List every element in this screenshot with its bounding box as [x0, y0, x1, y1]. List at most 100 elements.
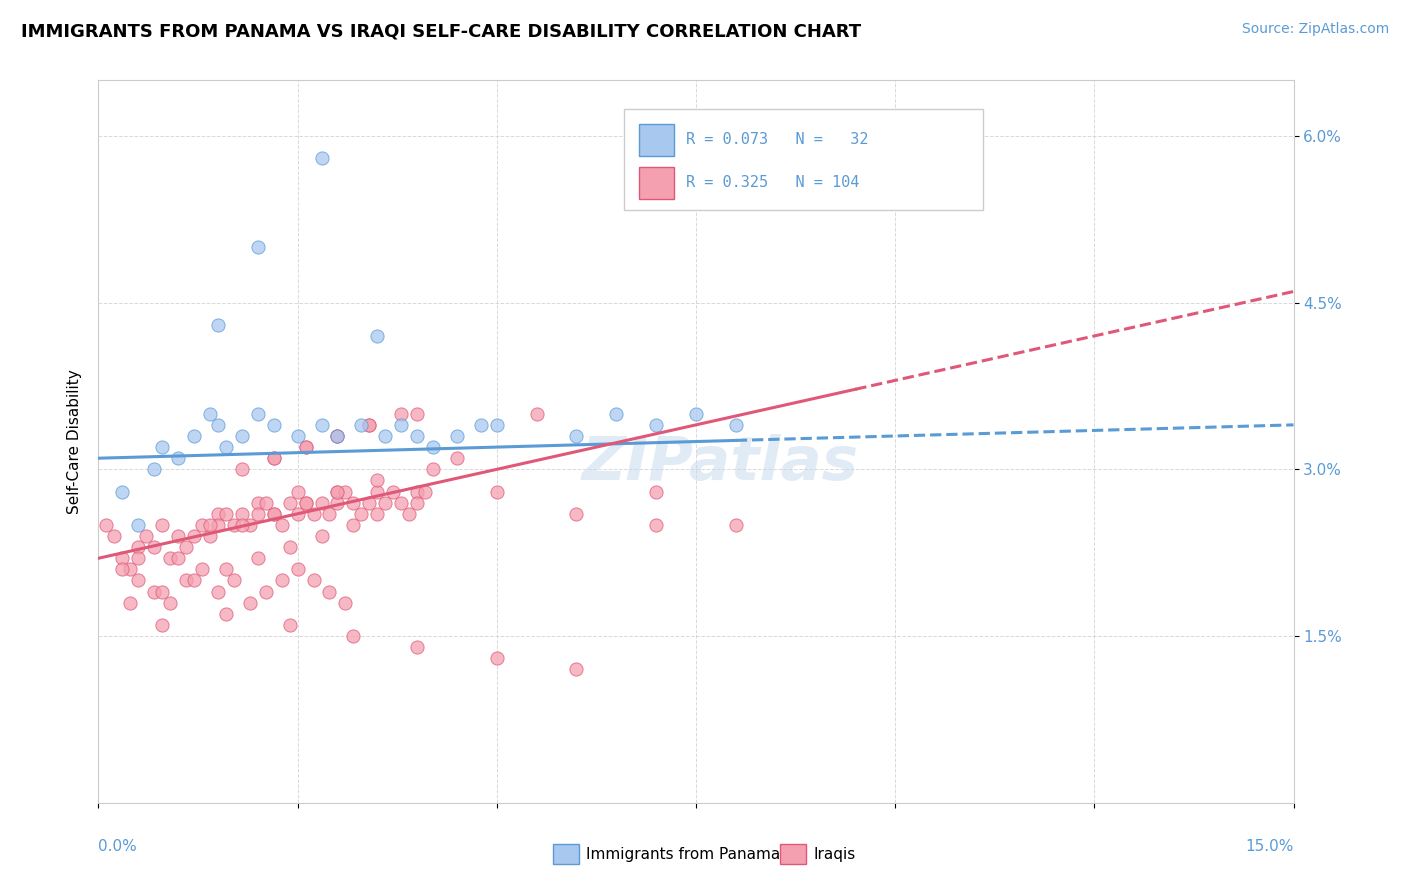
Point — [724, 417, 747, 432]
Point — [246, 240, 269, 254]
Point — [326, 429, 349, 443]
Point — [311, 496, 333, 510]
Point — [254, 496, 277, 510]
Point — [215, 607, 238, 621]
Point — [366, 329, 388, 343]
Point — [350, 417, 373, 432]
Point — [724, 517, 747, 532]
Point — [302, 574, 325, 588]
Point — [254, 584, 277, 599]
Point — [318, 584, 340, 599]
Point — [159, 596, 181, 610]
Text: Iraqis: Iraqis — [813, 847, 855, 862]
Point — [135, 529, 157, 543]
Point — [311, 151, 333, 165]
Point — [359, 417, 381, 432]
Point — [207, 507, 229, 521]
Point — [263, 507, 285, 521]
FancyBboxPatch shape — [779, 844, 806, 864]
Point — [470, 417, 492, 432]
Point — [422, 462, 444, 476]
Point — [127, 574, 149, 588]
Point — [222, 517, 245, 532]
Point — [246, 407, 269, 421]
Point — [565, 507, 588, 521]
Point — [278, 540, 301, 554]
Point — [222, 574, 245, 588]
Point — [150, 517, 173, 532]
Point — [406, 407, 429, 421]
Point — [231, 517, 253, 532]
Point — [406, 429, 429, 443]
Point — [127, 517, 149, 532]
Point — [246, 551, 269, 566]
Point — [103, 529, 125, 543]
Point — [111, 484, 134, 499]
Point — [294, 440, 316, 454]
Point — [335, 484, 357, 499]
Point — [231, 462, 253, 476]
Point — [359, 496, 381, 510]
Point — [294, 496, 316, 510]
Point — [120, 596, 142, 610]
Point — [342, 496, 364, 510]
Point — [302, 507, 325, 521]
Point — [215, 562, 238, 576]
Point — [389, 496, 412, 510]
Text: ZIPatlas: ZIPatlas — [581, 434, 859, 492]
Point — [246, 507, 269, 521]
Point — [326, 484, 349, 499]
Point — [270, 517, 292, 532]
Point — [359, 417, 381, 432]
Point — [159, 551, 181, 566]
Text: R = 0.073   N =   32: R = 0.073 N = 32 — [686, 132, 869, 147]
Point — [294, 440, 316, 454]
Point — [645, 484, 668, 499]
Point — [215, 440, 238, 454]
Point — [183, 574, 205, 588]
Point — [413, 484, 436, 499]
Point — [406, 484, 429, 499]
Point — [311, 417, 333, 432]
Text: Source: ZipAtlas.com: Source: ZipAtlas.com — [1241, 22, 1389, 37]
Point — [374, 429, 396, 443]
Text: R = 0.325   N = 104: R = 0.325 N = 104 — [686, 176, 860, 190]
Point — [335, 596, 357, 610]
Text: Immigrants from Panama: Immigrants from Panama — [586, 847, 780, 862]
Point — [215, 507, 238, 521]
Point — [350, 507, 373, 521]
Point — [287, 484, 309, 499]
Point — [127, 551, 149, 566]
Point — [485, 651, 508, 665]
Point — [143, 540, 166, 554]
Text: 0.0%: 0.0% — [98, 838, 138, 854]
Text: 15.0%: 15.0% — [1246, 838, 1294, 854]
Point — [198, 517, 221, 532]
Point — [342, 629, 364, 643]
Point — [318, 507, 340, 521]
Point — [389, 407, 412, 421]
Point — [150, 618, 173, 632]
Point — [167, 529, 190, 543]
Point — [311, 529, 333, 543]
Point — [366, 484, 388, 499]
Point — [374, 496, 396, 510]
Point — [526, 407, 548, 421]
Point — [191, 517, 214, 532]
Point — [326, 429, 349, 443]
Point — [398, 507, 420, 521]
Point — [278, 496, 301, 510]
Point — [278, 618, 301, 632]
Point — [326, 484, 349, 499]
FancyBboxPatch shape — [624, 109, 983, 211]
Point — [231, 507, 253, 521]
Point — [389, 417, 412, 432]
Point — [207, 584, 229, 599]
Point — [645, 517, 668, 532]
Point — [685, 407, 707, 421]
Point — [96, 517, 118, 532]
Point — [174, 540, 197, 554]
Y-axis label: Self-Care Disability: Self-Care Disability — [66, 369, 82, 514]
Point — [167, 551, 190, 566]
Point — [150, 440, 173, 454]
